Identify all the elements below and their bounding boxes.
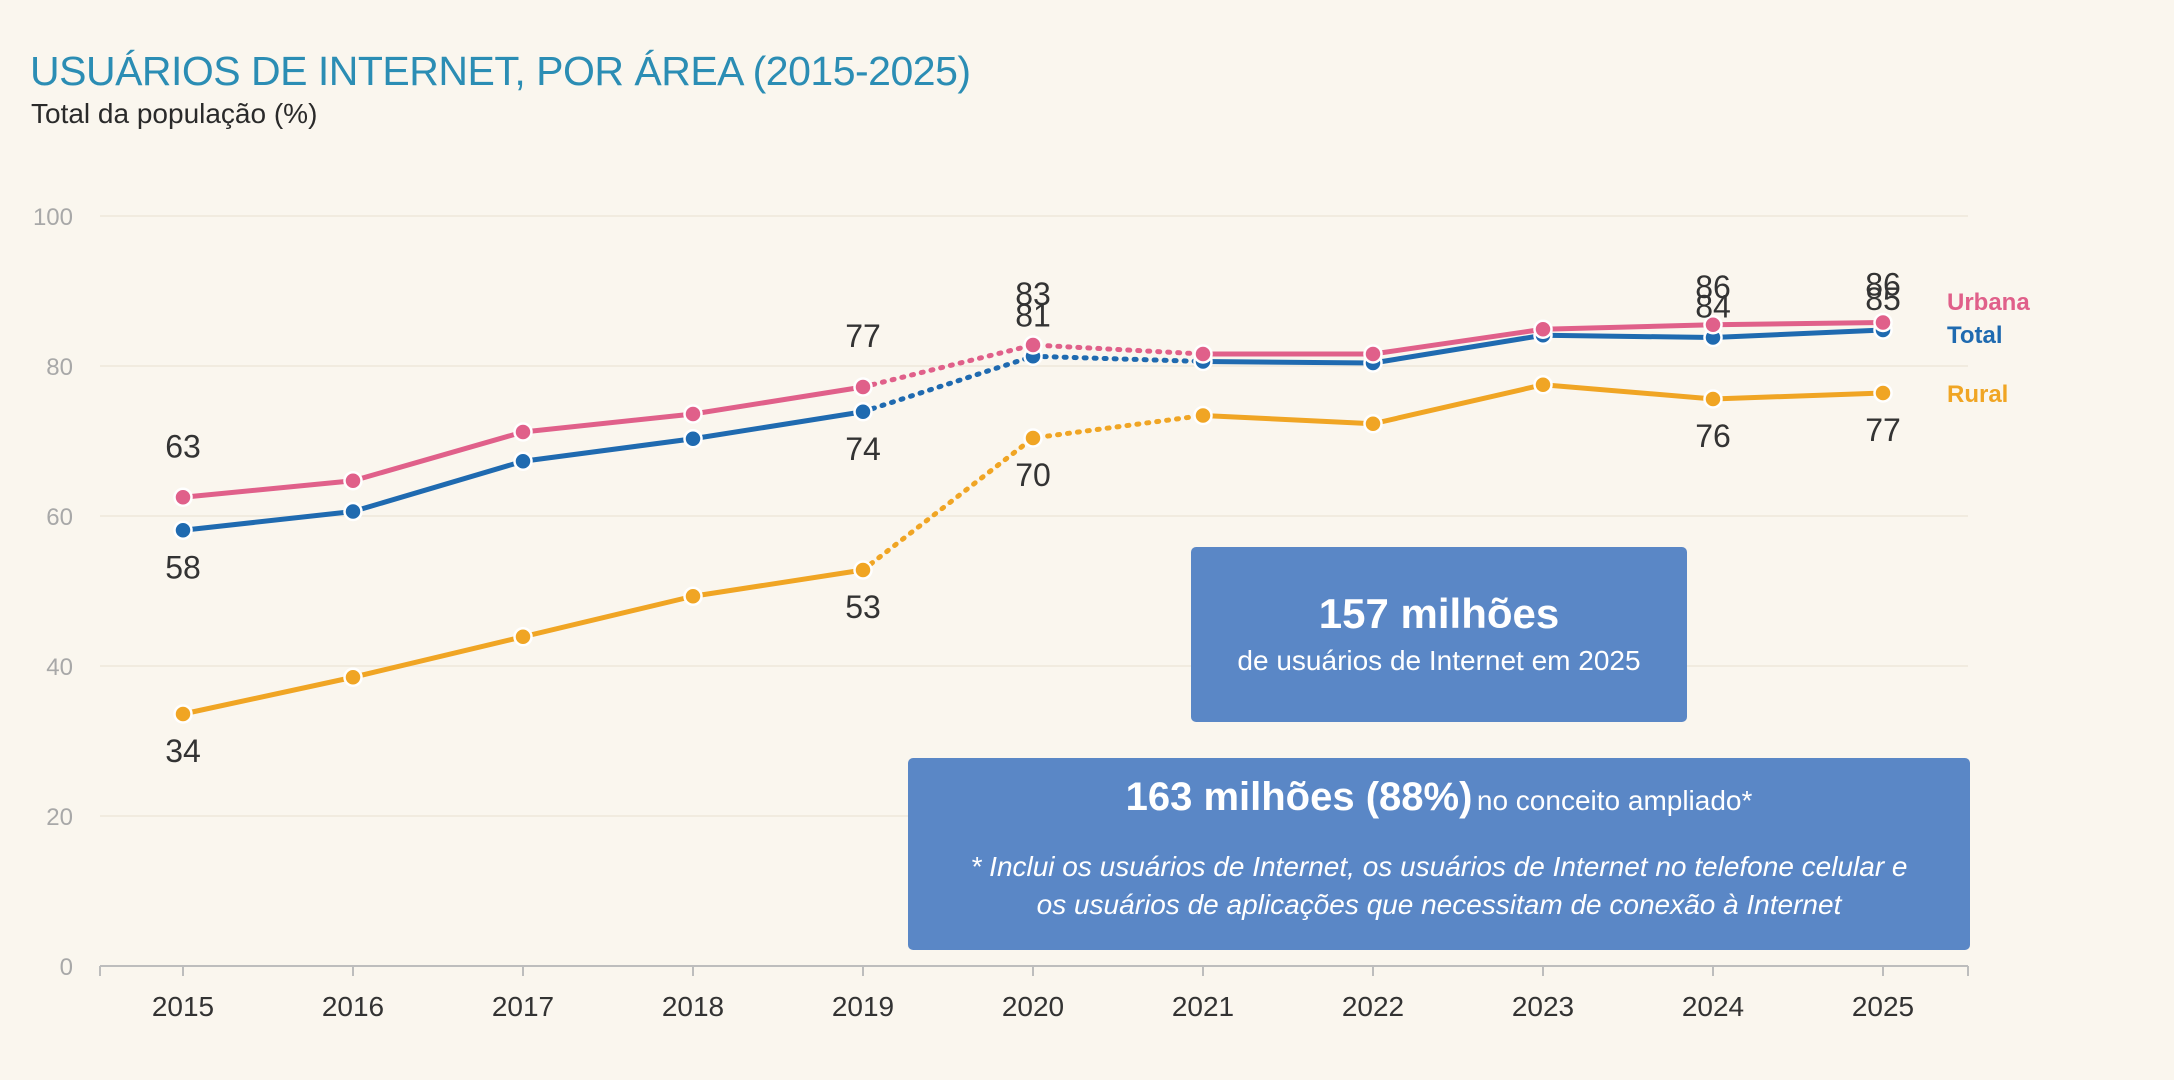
x-tick-label-2017: 2017 bbox=[492, 991, 554, 1022]
series-line-urbana-solid-start bbox=[182, 384, 864, 500]
x-tick-label-2020: 2020 bbox=[1002, 991, 1064, 1022]
x-tick-label-2019: 2019 bbox=[832, 991, 894, 1022]
data-label-total-2024: 84 bbox=[1695, 289, 1731, 325]
data-point-rural-2023 bbox=[1533, 375, 1553, 395]
data-label-rural-2020: 70 bbox=[1015, 457, 1051, 493]
data-point-total-2016 bbox=[343, 501, 363, 522]
data-point-urbana-2017 bbox=[513, 422, 533, 442]
chart-title: USUÁRIOS DE INTERNET, POR ÁREA (2015-202… bbox=[30, 48, 971, 94]
data-point-rural-2017 bbox=[513, 627, 533, 647]
legend-label-total: Total bbox=[1947, 322, 2003, 349]
data-label-urbana-2025: 86 bbox=[1865, 267, 1901, 303]
x-tick-label-2023: 2023 bbox=[1512, 991, 1574, 1022]
data-label-rural-2025: 77 bbox=[1865, 412, 1901, 448]
data-point-urbana-2019 bbox=[853, 377, 873, 397]
data-label-rural-2015: 34 bbox=[165, 733, 201, 769]
data-point-total-2019 bbox=[853, 402, 873, 422]
y-tick-label-60: 60 bbox=[46, 504, 73, 531]
data-point-urbana-2015 bbox=[173, 487, 193, 507]
data-point-urbana-2018 bbox=[683, 404, 703, 424]
data-point-rural-2021 bbox=[1193, 405, 1213, 426]
data-point-rural-2016 bbox=[343, 667, 363, 687]
data-point-total-2015 bbox=[173, 520, 193, 540]
data-label-total-2015: 58 bbox=[165, 549, 201, 585]
y-tick-label-100: 100 bbox=[33, 204, 73, 231]
data-point-rural-2019 bbox=[853, 560, 873, 580]
data-label-total-2020: 81 bbox=[1015, 297, 1051, 333]
series-line-urbana-dotted bbox=[860, 342, 1206, 390]
data-point-urbana-2021 bbox=[1193, 344, 1213, 364]
expanded-concept-footnote: * Inclui os usuários de Internet, os usu… bbox=[908, 848, 1970, 924]
data-point-rural-2025 bbox=[1873, 383, 1893, 403]
legend-label-rural: Rural bbox=[1947, 381, 2008, 408]
data-point-urbana-2016 bbox=[343, 471, 363, 491]
x-tick-label-2018: 2018 bbox=[662, 991, 724, 1022]
users-2025-callout: 157 milhões de usuários de Internet em 2… bbox=[1191, 547, 1687, 722]
data-point-urbana-2020 bbox=[1023, 335, 1043, 355]
data-point-rural-2020 bbox=[1023, 428, 1043, 448]
y-tick-label-80: 80 bbox=[46, 354, 73, 381]
footnote-line-1: * Inclui os usuários de Internet, os usu… bbox=[970, 851, 1908, 882]
users-2025-caption: de usuários de Internet em 2025 bbox=[1237, 645, 1641, 676]
data-label-urbana-2024: 86 bbox=[1695, 269, 1731, 305]
x-tick-label-2015: 2015 bbox=[152, 991, 214, 1022]
data-point-rural-2018 bbox=[683, 586, 703, 606]
y-tick-label-20: 20 bbox=[46, 804, 73, 831]
data-label-urbana-2019: 77 bbox=[845, 318, 881, 354]
expanded-concept-callout: 163 milhões (88%) no conceito ampliado* … bbox=[908, 758, 1970, 950]
data-point-urbana-2023 bbox=[1533, 319, 1553, 339]
data-point-urbana-2024 bbox=[1703, 315, 1723, 335]
data-point-rural-2024 bbox=[1703, 389, 1723, 409]
x-tick-label-2022: 2022 bbox=[1342, 991, 1404, 1022]
y-tick-label-40: 40 bbox=[46, 654, 73, 681]
data-point-rural-2015 bbox=[173, 704, 193, 724]
data-point-total-2018 bbox=[683, 429, 703, 449]
x-tick-label-2021: 2021 bbox=[1172, 991, 1234, 1022]
data-point-urbana-2022 bbox=[1363, 344, 1383, 364]
data-label-total-2019: 74 bbox=[845, 431, 881, 467]
expanded-concept-caption: no conceito ampliado* bbox=[1476, 785, 1753, 816]
data-label-rural-2024: 76 bbox=[1695, 418, 1731, 454]
y-tick-label-0: 0 bbox=[60, 954, 73, 981]
data-label-rural-2019: 53 bbox=[845, 589, 881, 625]
x-tick-label-2025: 2025 bbox=[1852, 991, 1914, 1022]
x-tick-label-2016: 2016 bbox=[322, 991, 384, 1022]
data-point-total-2017 bbox=[513, 451, 533, 471]
data-point-rural-2022 bbox=[1363, 414, 1383, 434]
legend-label-urbana: Urbana bbox=[1947, 289, 2030, 316]
x-tick-label-2024: 2024 bbox=[1682, 991, 1744, 1022]
data-label-urbana-2015: 63 bbox=[165, 428, 201, 464]
chart-subtitle: Total da população (%) bbox=[31, 98, 318, 129]
footnote-line-2: os usuários de aplicações que necessitam… bbox=[1036, 889, 1842, 920]
users-2025-value: 157 milhões bbox=[1318, 590, 1560, 637]
series-line-rural-dotted bbox=[860, 413, 1206, 573]
data-label-total-2025: 85 bbox=[1865, 281, 1901, 317]
data-point-urbana-2025 bbox=[1873, 312, 1893, 333]
expanded-concept-value: 163 milhões (88%) bbox=[1125, 775, 1473, 819]
data-label-urbana-2020: 83 bbox=[1015, 276, 1051, 312]
